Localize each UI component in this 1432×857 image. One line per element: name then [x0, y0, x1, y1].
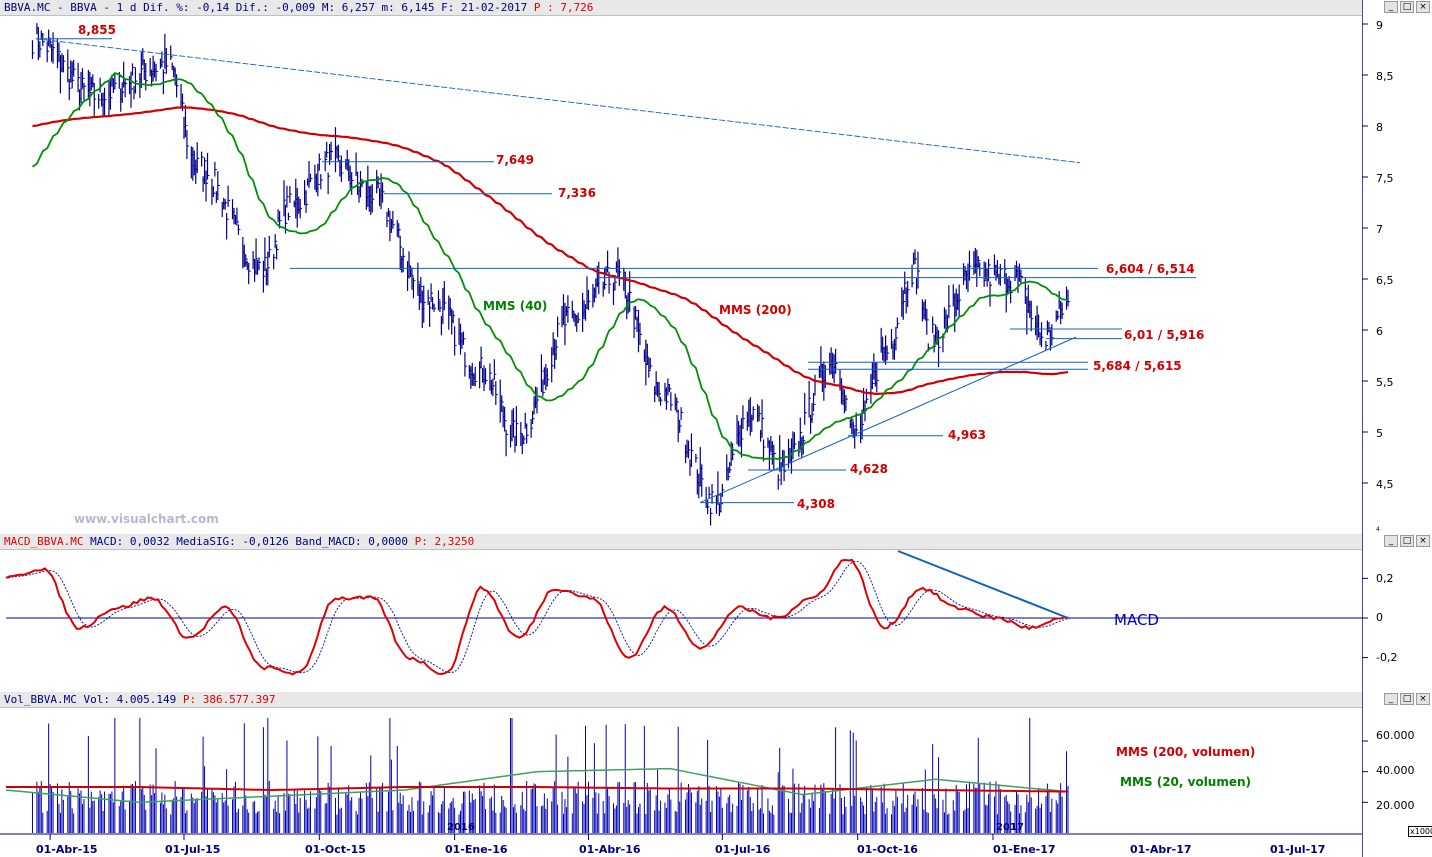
price-tick: 7 — [1376, 223, 1383, 236]
close-icon[interactable]: × — [1416, 535, 1430, 547]
price-tick: 4,5 — [1376, 478, 1394, 491]
macd-tick: -0,2 — [1376, 651, 1398, 664]
minimize-icon[interactable]: _ — [1384, 693, 1398, 705]
year-mark-2016: 2016 — [447, 822, 475, 833]
macd-panel-header: MACD_BBVA.MC MACD: 0,0032 MediaSIG: -0,0… — [0, 534, 1362, 550]
x-axis-label: 01-Jul-15 — [165, 843, 221, 856]
label-s4: 4,628 — [850, 462, 888, 476]
price-tick: 5,5 — [1376, 376, 1394, 389]
price-tick: 7,5 — [1376, 172, 1394, 185]
maximize-icon[interactable]: □ — [1400, 693, 1414, 705]
volume-y-axis[interactable] — [1362, 692, 1432, 857]
year-mark-2017: 2017 — [996, 822, 1024, 833]
maximize-icon[interactable]: □ — [1400, 535, 1414, 547]
label-mms40: MMS (40) — [483, 299, 547, 313]
x-axis-label: 01-Abr-15 — [36, 843, 98, 856]
price-tick: 8 — [1376, 121, 1383, 134]
price-period: 1 d — [116, 1, 137, 14]
price-symbol: BBVA.MC - BBVA - — [4, 1, 110, 14]
label-s3: 4,963 — [948, 428, 986, 442]
macd-trendline — [897, 550, 1069, 619]
x-axis-label: 01-Jul-17 — [1270, 843, 1326, 856]
x-axis-label: 01-Ene-16 — [445, 843, 508, 856]
volume-mms20-line — [5, 767, 1069, 804]
macd-name: MACD_BBVA.MC — [4, 535, 84, 548]
down-trendline — [35, 38, 1081, 164]
macd-stats: MACD: 0,0032 MediaSIG: -0,0126 Band_MACD… — [90, 535, 408, 548]
macd-tick: 0,2 — [1376, 572, 1394, 585]
volume-name: Vol_BBVA.MC — [4, 693, 77, 706]
maximize-icon[interactable]: □ — [1400, 1, 1414, 13]
price-tick: 6 — [1376, 325, 1383, 338]
x-axis-label: 01-Ene-17 — [993, 843, 1056, 856]
macd-y-axis[interactable] — [1362, 534, 1432, 694]
volume-window-buttons: _ □ × — [1384, 693, 1430, 705]
label-high: 8,855 — [78, 23, 116, 37]
macd-line — [5, 558, 1069, 676]
x-axis-label: 01-Abr-16 — [579, 843, 641, 856]
price-panel-header: BBVA.MC - BBVA - 1 d Dif. %: -0,14 Dif.:… — [0, 0, 1362, 16]
label-r2: 7,336 — [558, 186, 596, 200]
mms40-line — [31, 72, 1069, 460]
close-icon[interactable]: × — [1416, 693, 1430, 705]
legend-mms200-volume: MMS (200, volumen) — [1116, 745, 1255, 759]
x-axis-label: 01-Jul-16 — [715, 843, 771, 856]
volume-p-label: P: 386.577.397 — [182, 693, 276, 706]
macd-signal-line — [7, 560, 1071, 674]
price-stats: Dif. %: -0,14 Dif.: -0,009 M: 6,257 m: 6… — [143, 1, 528, 14]
x-axis-label: 01-Oct-16 — [857, 843, 918, 856]
macd-window-buttons: _ □ × — [1384, 535, 1430, 547]
x-axis-label: 01-Oct-15 — [305, 843, 366, 856]
price-tick: 5 — [1376, 427, 1383, 440]
label-r1: 7,649 — [496, 153, 534, 167]
volume-tick: 20.000 — [1376, 799, 1415, 812]
volume-panel-header: Vol_BBVA.MC Vol: 4.005.149 P: 386.577.39… — [0, 692, 1362, 708]
volume-multiplier: x1000 — [1408, 826, 1432, 837]
label-mms200: MMS (200) — [719, 303, 792, 317]
label-r3: 6,604 / 6,514 — [1106, 262, 1195, 276]
macd-label: MACD — [1114, 611, 1159, 629]
minimize-icon[interactable]: _ — [1384, 535, 1398, 547]
price-p-label: P : 7,726 — [533, 1, 594, 14]
volume-stats: Vol: 4.005.149 — [83, 693, 177, 706]
minimize-icon[interactable]: _ — [1384, 1, 1398, 13]
price-tick: 4 — [1376, 526, 1380, 533]
macd-panel: MACD_BBVA.MC MACD: 0,0032 MediaSIG: -0,0… — [0, 534, 1432, 694]
volume-mms200-line — [6, 786, 1069, 793]
watermark: www.visualchart.com — [74, 512, 219, 526]
label-low: 4,308 — [797, 497, 835, 511]
legend-mms20-volume: MMS (20, volumen) — [1120, 775, 1251, 789]
label-s2: 5,684 / 5,615 — [1093, 359, 1182, 373]
label-s1: 6,01 / 5,916 — [1124, 328, 1204, 342]
x-axis-label: 01-Abr-17 — [1130, 843, 1192, 856]
price-panel: BBVA.MC - BBVA - 1 d Dif. %: -0,14 Dif.:… — [0, 0, 1432, 540]
macd-tick: 0 — [1376, 611, 1383, 624]
volume-tick: 60.000 — [1376, 729, 1415, 742]
price-y-axis[interactable] — [1362, 0, 1432, 540]
price-tick: 9 — [1376, 19, 1383, 32]
volume-tick: 40.000 — [1376, 764, 1415, 777]
price-tick: 8,5 — [1376, 70, 1394, 83]
mms200-line — [32, 106, 1069, 396]
close-icon[interactable]: × — [1416, 1, 1430, 13]
price-tick: 6,5 — [1376, 274, 1394, 287]
macd-p-label: P: 2,3250 — [414, 535, 475, 548]
price-window-buttons: _ □ × — [1384, 1, 1430, 13]
up-trendline — [699, 336, 1077, 504]
